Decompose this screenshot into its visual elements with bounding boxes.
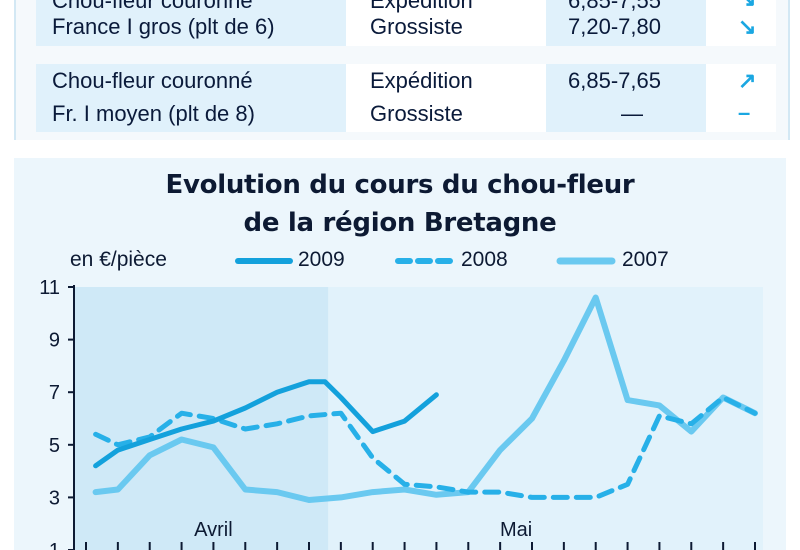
y-axis-unit: en €/pièce <box>70 248 167 271</box>
cell-bg <box>546 64 706 132</box>
trend-up-icon: ↗ <box>738 68 757 93</box>
legend-label: 2008 <box>461 248 508 271</box>
y-tick-label: 5 <box>49 435 60 457</box>
price-range: 7,20-7,80 <box>568 14 661 39</box>
y-tick-label: 1 <box>49 540 60 550</box>
legend-label: 2009 <box>298 248 345 271</box>
legend-label: 2007 <box>622 248 669 271</box>
y-tick-label: 3 <box>49 487 60 509</box>
cell-bg <box>36 0 346 46</box>
cell-bg <box>36 64 346 132</box>
trend-stable-icon: – <box>738 100 751 125</box>
product-name: France I gros (plt de 6) <box>52 14 275 39</box>
x-tick-label: Avril <box>194 519 233 541</box>
product-name: Chou-fleur couronné <box>52 0 253 13</box>
y-tick-label: 7 <box>49 382 60 404</box>
product-name: Fr. I moyen (plt de 8) <box>52 101 255 126</box>
price-table: Chou-fleur couronné France I gros (plt d… <box>14 0 790 140</box>
y-tick-label: 9 <box>49 330 60 352</box>
table-row <box>36 64 776 132</box>
series-line-2007 <box>92 294 758 503</box>
trend-down-icon: ↘ <box>738 0 756 12</box>
cell-bg <box>546 0 706 46</box>
series-line-2008 <box>93 395 758 500</box>
y-tick-label: 11 <box>39 277 60 299</box>
price-range: — <box>621 101 643 126</box>
chart-subtitle: de la région Bretagne <box>243 208 557 238</box>
series-line-2009 <box>93 379 439 469</box>
price-range: 6,85-7,65 <box>568 68 661 93</box>
market-stage: Grossiste <box>370 14 463 39</box>
market-stage: Expédition <box>370 68 473 93</box>
market-stage: Expédition <box>370 0 473 13</box>
table-row <box>36 0 776 46</box>
chart-title: Evolution du cours du chou-fleur <box>165 170 635 200</box>
x-tick-label: Mai <box>500 519 532 541</box>
market-stage: Grossiste <box>370 101 463 126</box>
trend-down-icon: ↘ <box>738 14 757 39</box>
product-name: Chou-fleur couronné <box>52 68 253 93</box>
price-range: 6,85-7,55 <box>568 0 661 13</box>
